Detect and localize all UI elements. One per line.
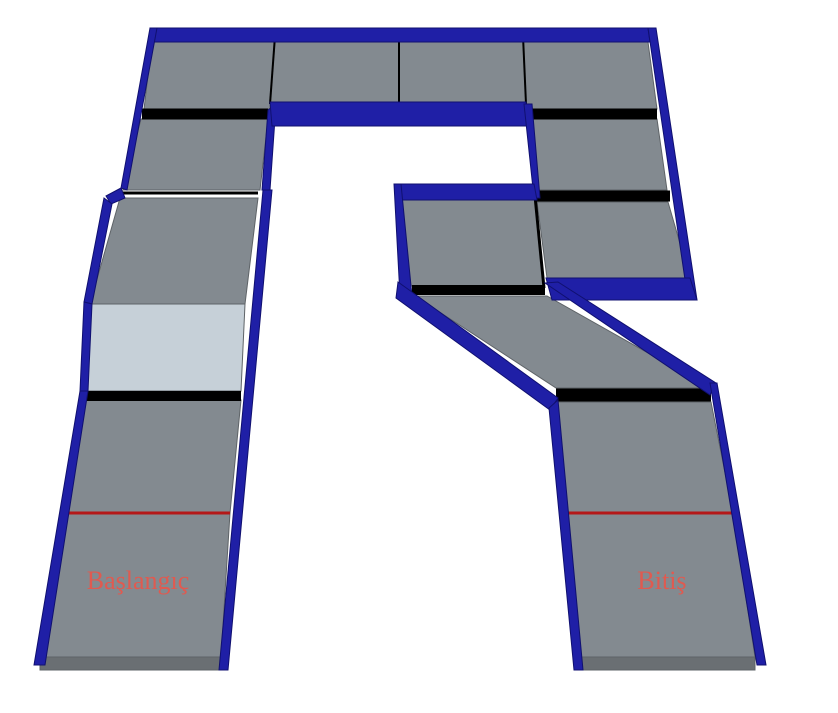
wall-inner-top <box>269 101 531 127</box>
floor-tiles <box>39 41 756 671</box>
divider-inner-vert <box>533 195 546 289</box>
wall-right-bottom <box>545 277 698 301</box>
wall-top <box>149 27 651 43</box>
tile-inner-1 <box>398 199 545 287</box>
divider-top-1 <box>269 35 276 105</box>
wall-left-lower <box>33 390 89 666</box>
finish-label: Bitiş <box>637 566 686 595</box>
tile-start-front <box>39 656 222 671</box>
tile-left-highlight[interactable] <box>84 303 246 392</box>
wall-right-leg-outer <box>709 382 767 666</box>
tile-right-leg-1 <box>555 401 734 514</box>
tile-left-3 <box>89 197 259 305</box>
wall-right-leg-inner <box>548 398 584 671</box>
tile-finish-front <box>576 656 756 671</box>
wall-left-notch <box>105 187 126 205</box>
tile-left-5 <box>65 399 242 514</box>
walls <box>33 27 767 671</box>
tile-top-1 <box>143 41 276 110</box>
wall-left-upper <box>120 27 158 191</box>
wall-inner-right <box>523 103 541 199</box>
tile-left-2 <box>122 118 269 191</box>
divider-top-3 <box>522 35 527 105</box>
tile-top-3 <box>398 41 527 103</box>
tile-right-2 <box>529 118 668 191</box>
tile-dividers <box>86 35 711 402</box>
wall-inner-step-top <box>395 183 538 201</box>
tile-top-4 <box>522 41 658 110</box>
tile-top-2 <box>269 41 400 103</box>
tile-right-3 <box>536 201 691 279</box>
start-label: Başlangıç <box>87 566 190 595</box>
